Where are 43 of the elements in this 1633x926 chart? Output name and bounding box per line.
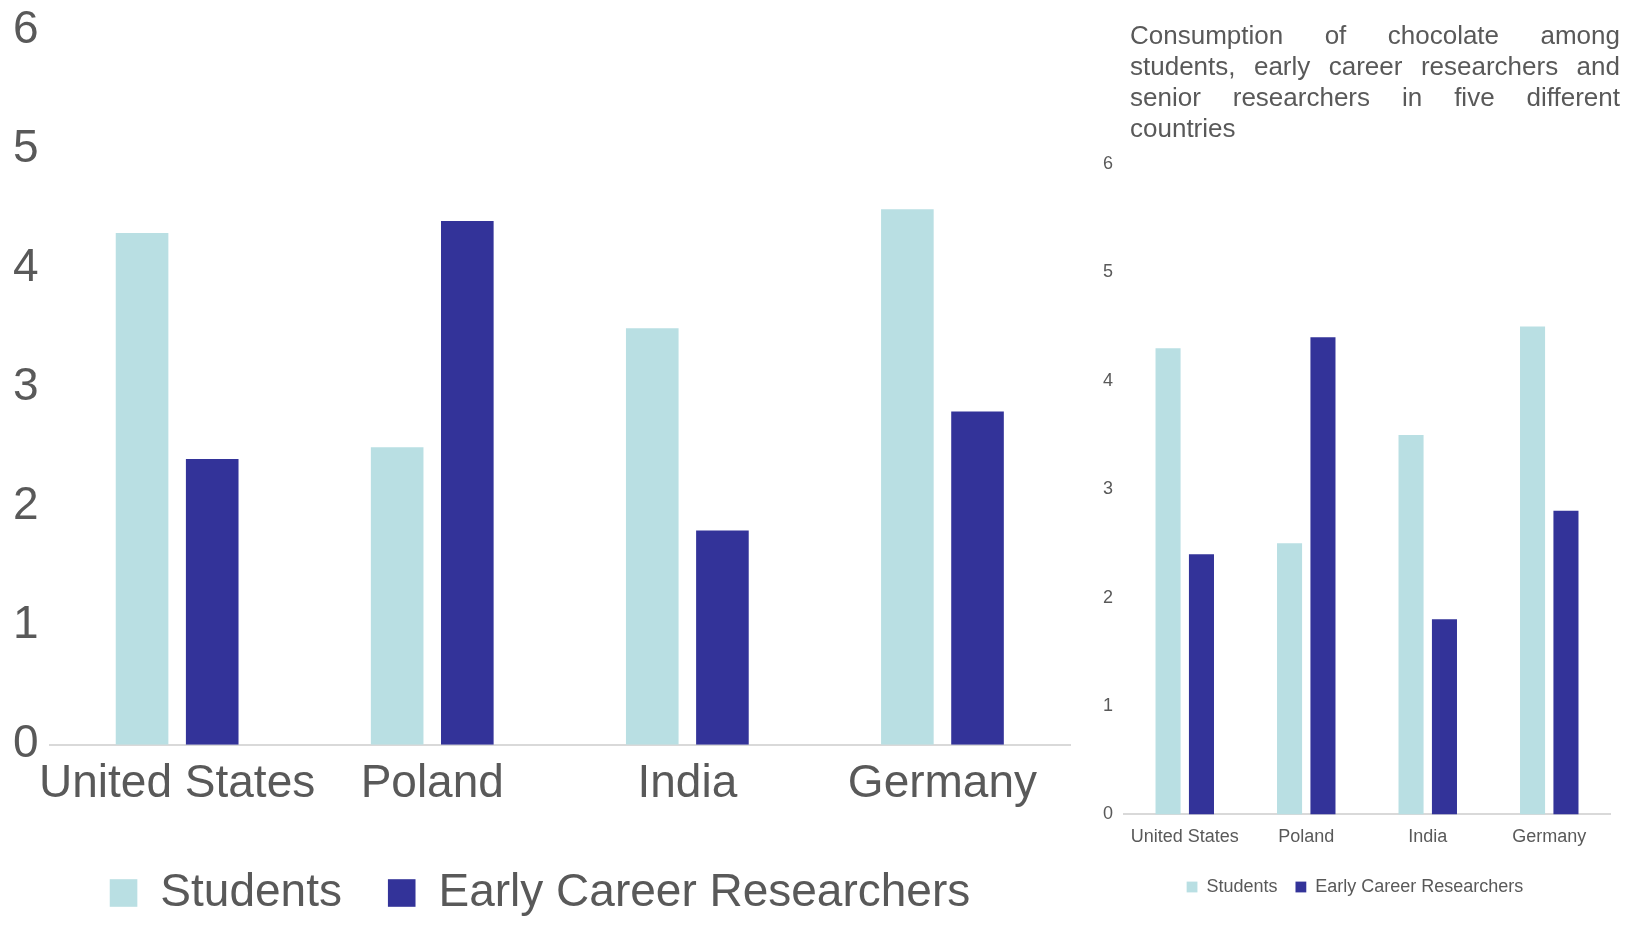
bar [696,530,749,745]
bar [1310,337,1336,815]
y-tick-label: 4 [1103,369,1114,390]
x-tick-label: United States [1130,826,1239,847]
bar [951,411,1004,745]
bar [370,447,424,745]
legend-label: Students [1206,875,1278,896]
y-tick-label: 0 [12,715,39,768]
y-tick-label: 5 [12,120,39,173]
x-tick-label: India [1408,826,1449,847]
bar [1155,348,1181,815]
y-tick-label: 1 [1103,694,1114,715]
bar [1398,434,1424,815]
y-tick-label: 3 [12,358,39,411]
chart-title: Consumption of chocolate among students, early career researchers and senior researchers in five different countries [1129,19,1621,145]
bar [441,221,494,745]
bar [115,232,169,745]
y-tick-label: 6 [1103,152,1114,173]
bar [625,328,679,745]
bar [1431,619,1457,815]
x-tick-label: Germany [847,755,1038,808]
x-tick-label: Germany [1512,826,1587,847]
x-tick-label: United States [39,755,316,808]
y-tick-label: 2 [12,477,39,530]
bar [1188,554,1214,815]
y-tick-label: 1 [12,596,39,649]
x-tick-label: India [637,755,738,808]
legend-label: Students [160,863,342,916]
bar [1553,510,1579,815]
y-tick-label: 5 [1103,261,1114,282]
legend-label: Early Career Researchers [1315,875,1524,896]
bar [1277,543,1303,815]
bar [1520,326,1546,815]
bar [881,209,934,745]
legend-label: Early Career Researchers [438,863,971,916]
x-tick-label: Poland [360,755,504,808]
bar [185,459,239,745]
y-tick-label: 3 [1103,478,1114,499]
y-tick-label: 6 [12,1,39,54]
y-tick-label: 4 [12,239,39,292]
y-tick-label: 0 [1103,803,1114,824]
x-tick-label: Poland [1278,826,1335,847]
y-tick-label: 2 [1103,586,1114,607]
